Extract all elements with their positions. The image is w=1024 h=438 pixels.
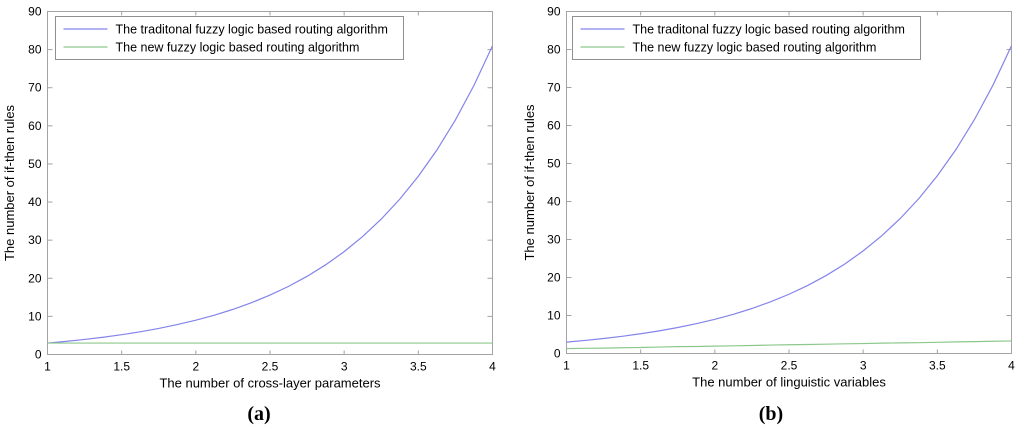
- y-tick-label: 70: [547, 81, 561, 95]
- y-tick-label: 0: [35, 348, 42, 362]
- plot-box: [566, 11, 1012, 354]
- y-tick-label: 40: [28, 195, 42, 209]
- y-tick-label: 0: [554, 347, 561, 361]
- y-tick-label: 20: [547, 271, 561, 285]
- x-tick-label: 4: [489, 360, 496, 374]
- y-tick-label: 60: [547, 119, 561, 133]
- y-tick-label: 70: [28, 81, 42, 95]
- legend-box: [55, 16, 404, 60]
- y-axis-label: The number of if-then rules: [2, 104, 17, 261]
- x-tick-label: 2.5: [262, 360, 279, 374]
- x-tick-label: 3.5: [929, 359, 946, 373]
- legend-label: The new fuzzy logic based routing algori…: [116, 41, 360, 55]
- x-tick-label: 2.5: [781, 359, 798, 373]
- x-tick-label: 2: [192, 360, 199, 374]
- x-axis-label: The number of cross-layer parameters: [159, 376, 381, 391]
- x-axis-label: The number of linguistic variables: [692, 375, 886, 390]
- caption-a: (a): [247, 403, 271, 425]
- y-tick-label: 90: [28, 5, 42, 19]
- x-tick-label: 3.5: [410, 360, 427, 374]
- x-tick-label: 1: [563, 359, 570, 373]
- y-tick-label: 30: [28, 233, 42, 247]
- x-tick-label: 2: [711, 359, 718, 373]
- legend-label: The traditonal fuzzy logic based routing…: [633, 23, 905, 37]
- x-tick-label: 3: [860, 359, 867, 373]
- y-tick-label: 80: [28, 43, 42, 57]
- y-tick-label: 10: [547, 309, 561, 323]
- y-tick-label: 40: [547, 195, 561, 209]
- x-tick-label: 1.5: [632, 359, 649, 373]
- traditional-algorithm-line: [566, 45, 1013, 343]
- caption-b: (b): [758, 403, 784, 425]
- y-tick-label: 50: [547, 157, 561, 171]
- x-tick-label: 1: [44, 360, 51, 374]
- y-tick-label: 80: [547, 43, 561, 57]
- new-algorithm-line: [566, 340, 1012, 350]
- y-tick-label: 20: [28, 271, 42, 285]
- legend-label: The new fuzzy logic based routing algori…: [633, 41, 877, 55]
- y-tick-label: 90: [547, 5, 561, 19]
- x-tick-label: 1.5: [113, 360, 130, 374]
- x-tick-label: 3: [341, 360, 348, 374]
- y-axis-label: The number of if-then rules: [522, 104, 537, 261]
- y-tick-label: 50: [28, 157, 42, 171]
- y-tick-label: 60: [28, 119, 42, 133]
- traditional-algorithm-line: [47, 45, 494, 344]
- y-tick-label: 30: [547, 233, 561, 247]
- legend-box: [572, 16, 921, 60]
- y-tick-label: 10: [28, 309, 42, 323]
- legend-label: The traditonal fuzzy logic based routing…: [116, 23, 388, 37]
- x-tick-label: 4: [1008, 359, 1015, 373]
- plot-box: [47, 11, 493, 355]
